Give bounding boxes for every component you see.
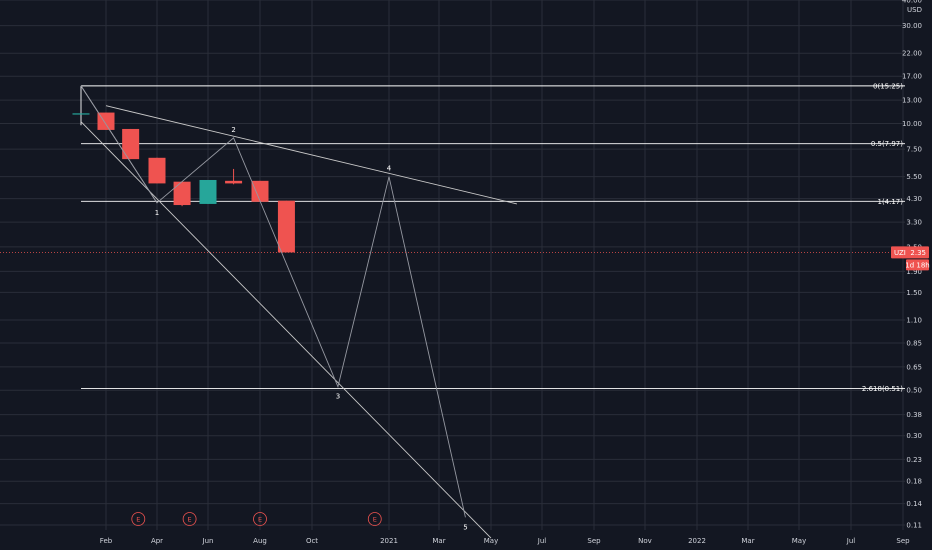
y-tick-label: 0.50 [906, 387, 922, 395]
earnings-badge-label: E [373, 516, 377, 524]
countdown-label: 1d 18h [905, 261, 929, 269]
candle[interactable] [277, 200, 295, 253]
earnings-badge-label: E [258, 516, 262, 524]
fib-level-label: 0(15.25) [873, 82, 903, 90]
price-tag-symbol: UZI [894, 249, 906, 257]
x-tick-label: Feb [100, 537, 113, 545]
x-tick-label: Sep [896, 537, 910, 545]
y-tick-label: 10.00 [902, 120, 922, 128]
currency-label: USD [907, 6, 922, 14]
y-tick-label: 40.00 [902, 0, 922, 5]
earnings-badge[interactable] [367, 512, 382, 526]
wave-path[interactable] [80, 85, 466, 518]
candle[interactable] [173, 181, 191, 206]
x-tick-label: Jul [537, 537, 547, 545]
price-tag-value: 2.35 [910, 249, 926, 257]
y-tick-label: 0.65 [906, 363, 922, 371]
y-tick-label: 4.30 [906, 195, 922, 203]
earnings-badge[interactable] [253, 512, 267, 526]
y-tick-label: 0.30 [906, 432, 922, 440]
earnings-badge[interactable] [131, 512, 146, 526]
x-tick-label: 2022 [688, 537, 706, 545]
x-tick-label: Jul [846, 537, 856, 545]
earnings-badge[interactable] [182, 512, 197, 526]
candle[interactable] [72, 113, 90, 115]
x-tick-label: Aug [253, 537, 267, 545]
elliott-wave[interactable]: 1 2 3 4 5 [80, 85, 468, 531]
y-tick-label: 7.50 [906, 146, 922, 154]
countdown-tag [906, 259, 929, 271]
y-tick-label: 5.50 [906, 173, 922, 181]
x-tick-label: Sep [587, 537, 601, 545]
y-tick-label: 1.10 [906, 317, 922, 325]
x-tick-label: May [792, 537, 806, 545]
wave-label-2: 2 [231, 126, 235, 134]
x-tick-label: Mar [741, 537, 754, 545]
x-tick-label: Mar [432, 537, 445, 545]
candle[interactable] [225, 180, 243, 184]
candle[interactable] [97, 112, 115, 130]
y-tick-label: 0.11 [906, 522, 922, 530]
y-tick-label: 1.50 [906, 289, 922, 297]
fib-level-label: 1(4.17) [877, 198, 903, 206]
price-tag[interactable] [891, 246, 929, 259]
candle[interactable] [148, 157, 166, 184]
y-tick-label: 0.14 [906, 500, 922, 508]
y-tick-label: 0.18 [906, 478, 922, 486]
x-tick-label: Jun [202, 537, 214, 545]
fib-level-label: 2.618(0.51) [862, 385, 903, 393]
fib-retracement[interactable]: 0(15.25) 0.5(7.97) 1(4.17) 2.618(0.51) [80, 82, 905, 393]
y-tick-label: 22.00 [902, 50, 922, 58]
x-tick-label: Oct [306, 537, 318, 545]
y-tick-label: 3.30 [906, 219, 922, 227]
wave-label-5: 5 [463, 523, 467, 531]
y-axis[interactable]: 40.00 30.00 22.00 17.00 13.00 10.00 7.50 5.50 4.… [891, 0, 930, 530]
wave-label-3: 3 [336, 393, 340, 401]
trendline[interactable] [105, 105, 518, 205]
candles[interactable] [72, 112, 295, 253]
earnings-badge-label: E [136, 516, 140, 524]
grid [0, 0, 905, 530]
x-tick-label: May [484, 537, 498, 545]
candle[interactable] [122, 128, 140, 160]
candle[interactable] [199, 179, 217, 204]
y-tick-label: 0.23 [906, 456, 922, 464]
candle[interactable] [251, 180, 269, 202]
x-tick-label: Apr [151, 537, 163, 545]
y-tick-label: 17.00 [902, 73, 922, 81]
y-tick-label: 30.00 [902, 22, 922, 30]
earnings-badge-label: E [188, 516, 192, 524]
fib-level-label: 0.5(7.97) [871, 140, 903, 148]
y-tick-label: 1.90 [906, 268, 922, 276]
x-tick-label: 2021 [380, 537, 398, 545]
y-tick-label: 0.85 [906, 339, 922, 347]
x-axis[interactable]: Feb Apr Jun Aug Oct 2021 Mar May Jul Sep Nov 2022 Ma… [100, 537, 910, 545]
y-tick-label: 13.00 [902, 97, 922, 105]
wave-label-4: 4 [387, 165, 392, 173]
y-tick-label: 0.38 [906, 411, 922, 419]
wave-label-1: 1 [155, 209, 159, 217]
x-tick-label: Nov [638, 537, 652, 545]
